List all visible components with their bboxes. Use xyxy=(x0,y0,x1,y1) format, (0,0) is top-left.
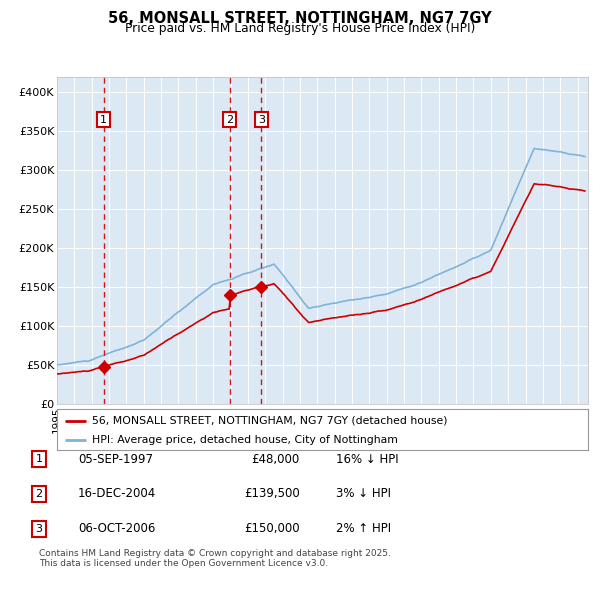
Text: HPI: Average price, detached house, City of Nottingham: HPI: Average price, detached house, City… xyxy=(92,435,397,444)
Text: £139,500: £139,500 xyxy=(244,487,300,500)
Text: Contains HM Land Registry data © Crown copyright and database right 2025.: Contains HM Land Registry data © Crown c… xyxy=(39,549,391,558)
Text: £150,000: £150,000 xyxy=(244,522,300,535)
Text: 56, MONSALL STREET, NOTTINGHAM, NG7 7GY: 56, MONSALL STREET, NOTTINGHAM, NG7 7GY xyxy=(108,11,492,25)
Text: 1: 1 xyxy=(100,114,107,124)
Text: 16-DEC-2004: 16-DEC-2004 xyxy=(78,487,156,500)
Text: 2: 2 xyxy=(35,489,43,499)
Text: £48,000: £48,000 xyxy=(252,453,300,466)
Text: 05-SEP-1997: 05-SEP-1997 xyxy=(78,453,153,466)
Text: Price paid vs. HM Land Registry's House Price Index (HPI): Price paid vs. HM Land Registry's House … xyxy=(125,22,475,35)
Text: 3: 3 xyxy=(258,114,265,124)
Text: 3% ↓ HPI: 3% ↓ HPI xyxy=(336,487,391,500)
Text: This data is licensed under the Open Government Licence v3.0.: This data is licensed under the Open Gov… xyxy=(39,559,328,568)
Text: 2% ↑ HPI: 2% ↑ HPI xyxy=(336,522,391,535)
Text: 06-OCT-2006: 06-OCT-2006 xyxy=(78,522,155,535)
Text: 56, MONSALL STREET, NOTTINGHAM, NG7 7GY (detached house): 56, MONSALL STREET, NOTTINGHAM, NG7 7GY … xyxy=(92,416,447,426)
Text: 16% ↓ HPI: 16% ↓ HPI xyxy=(336,453,398,466)
Text: 3: 3 xyxy=(35,524,43,533)
Text: 2: 2 xyxy=(226,114,233,124)
Text: 1: 1 xyxy=(35,454,43,464)
